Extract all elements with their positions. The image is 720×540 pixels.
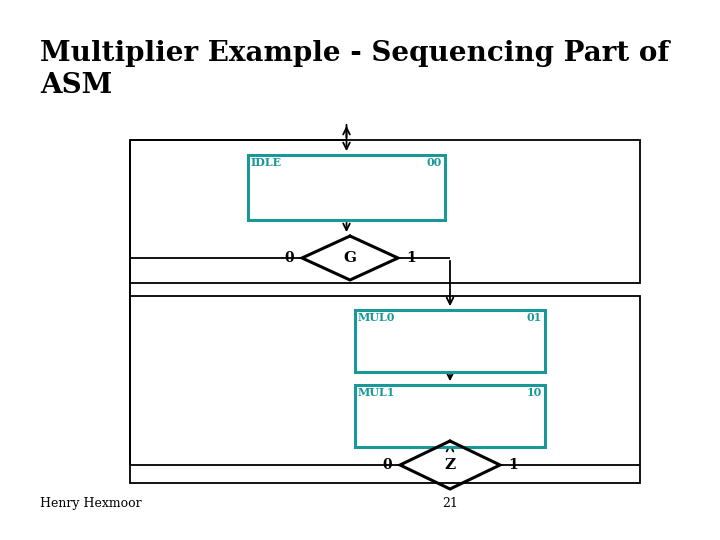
- Text: G: G: [343, 251, 356, 265]
- Text: MUL1: MUL1: [358, 387, 395, 398]
- Text: Z: Z: [444, 458, 456, 472]
- Text: 0: 0: [284, 251, 294, 265]
- Text: Henry Hexmoor: Henry Hexmoor: [40, 497, 142, 510]
- Text: 1: 1: [406, 251, 415, 265]
- Text: 21: 21: [442, 497, 458, 510]
- Text: MUL0: MUL0: [358, 312, 395, 323]
- Text: 0: 0: [382, 458, 392, 472]
- Bar: [130, 140, 640, 283]
- Bar: [248, 155, 445, 220]
- Text: 1: 1: [508, 458, 518, 472]
- Bar: [355, 310, 545, 372]
- Text: 01: 01: [527, 312, 542, 323]
- Text: ASM: ASM: [40, 72, 112, 99]
- Bar: [130, 296, 640, 483]
- Text: Multiplier Example - Sequencing Part of: Multiplier Example - Sequencing Part of: [40, 40, 670, 67]
- Bar: [355, 385, 545, 447]
- Text: 00: 00: [427, 157, 442, 168]
- Text: 10: 10: [527, 387, 542, 398]
- Text: IDLE: IDLE: [251, 157, 282, 168]
